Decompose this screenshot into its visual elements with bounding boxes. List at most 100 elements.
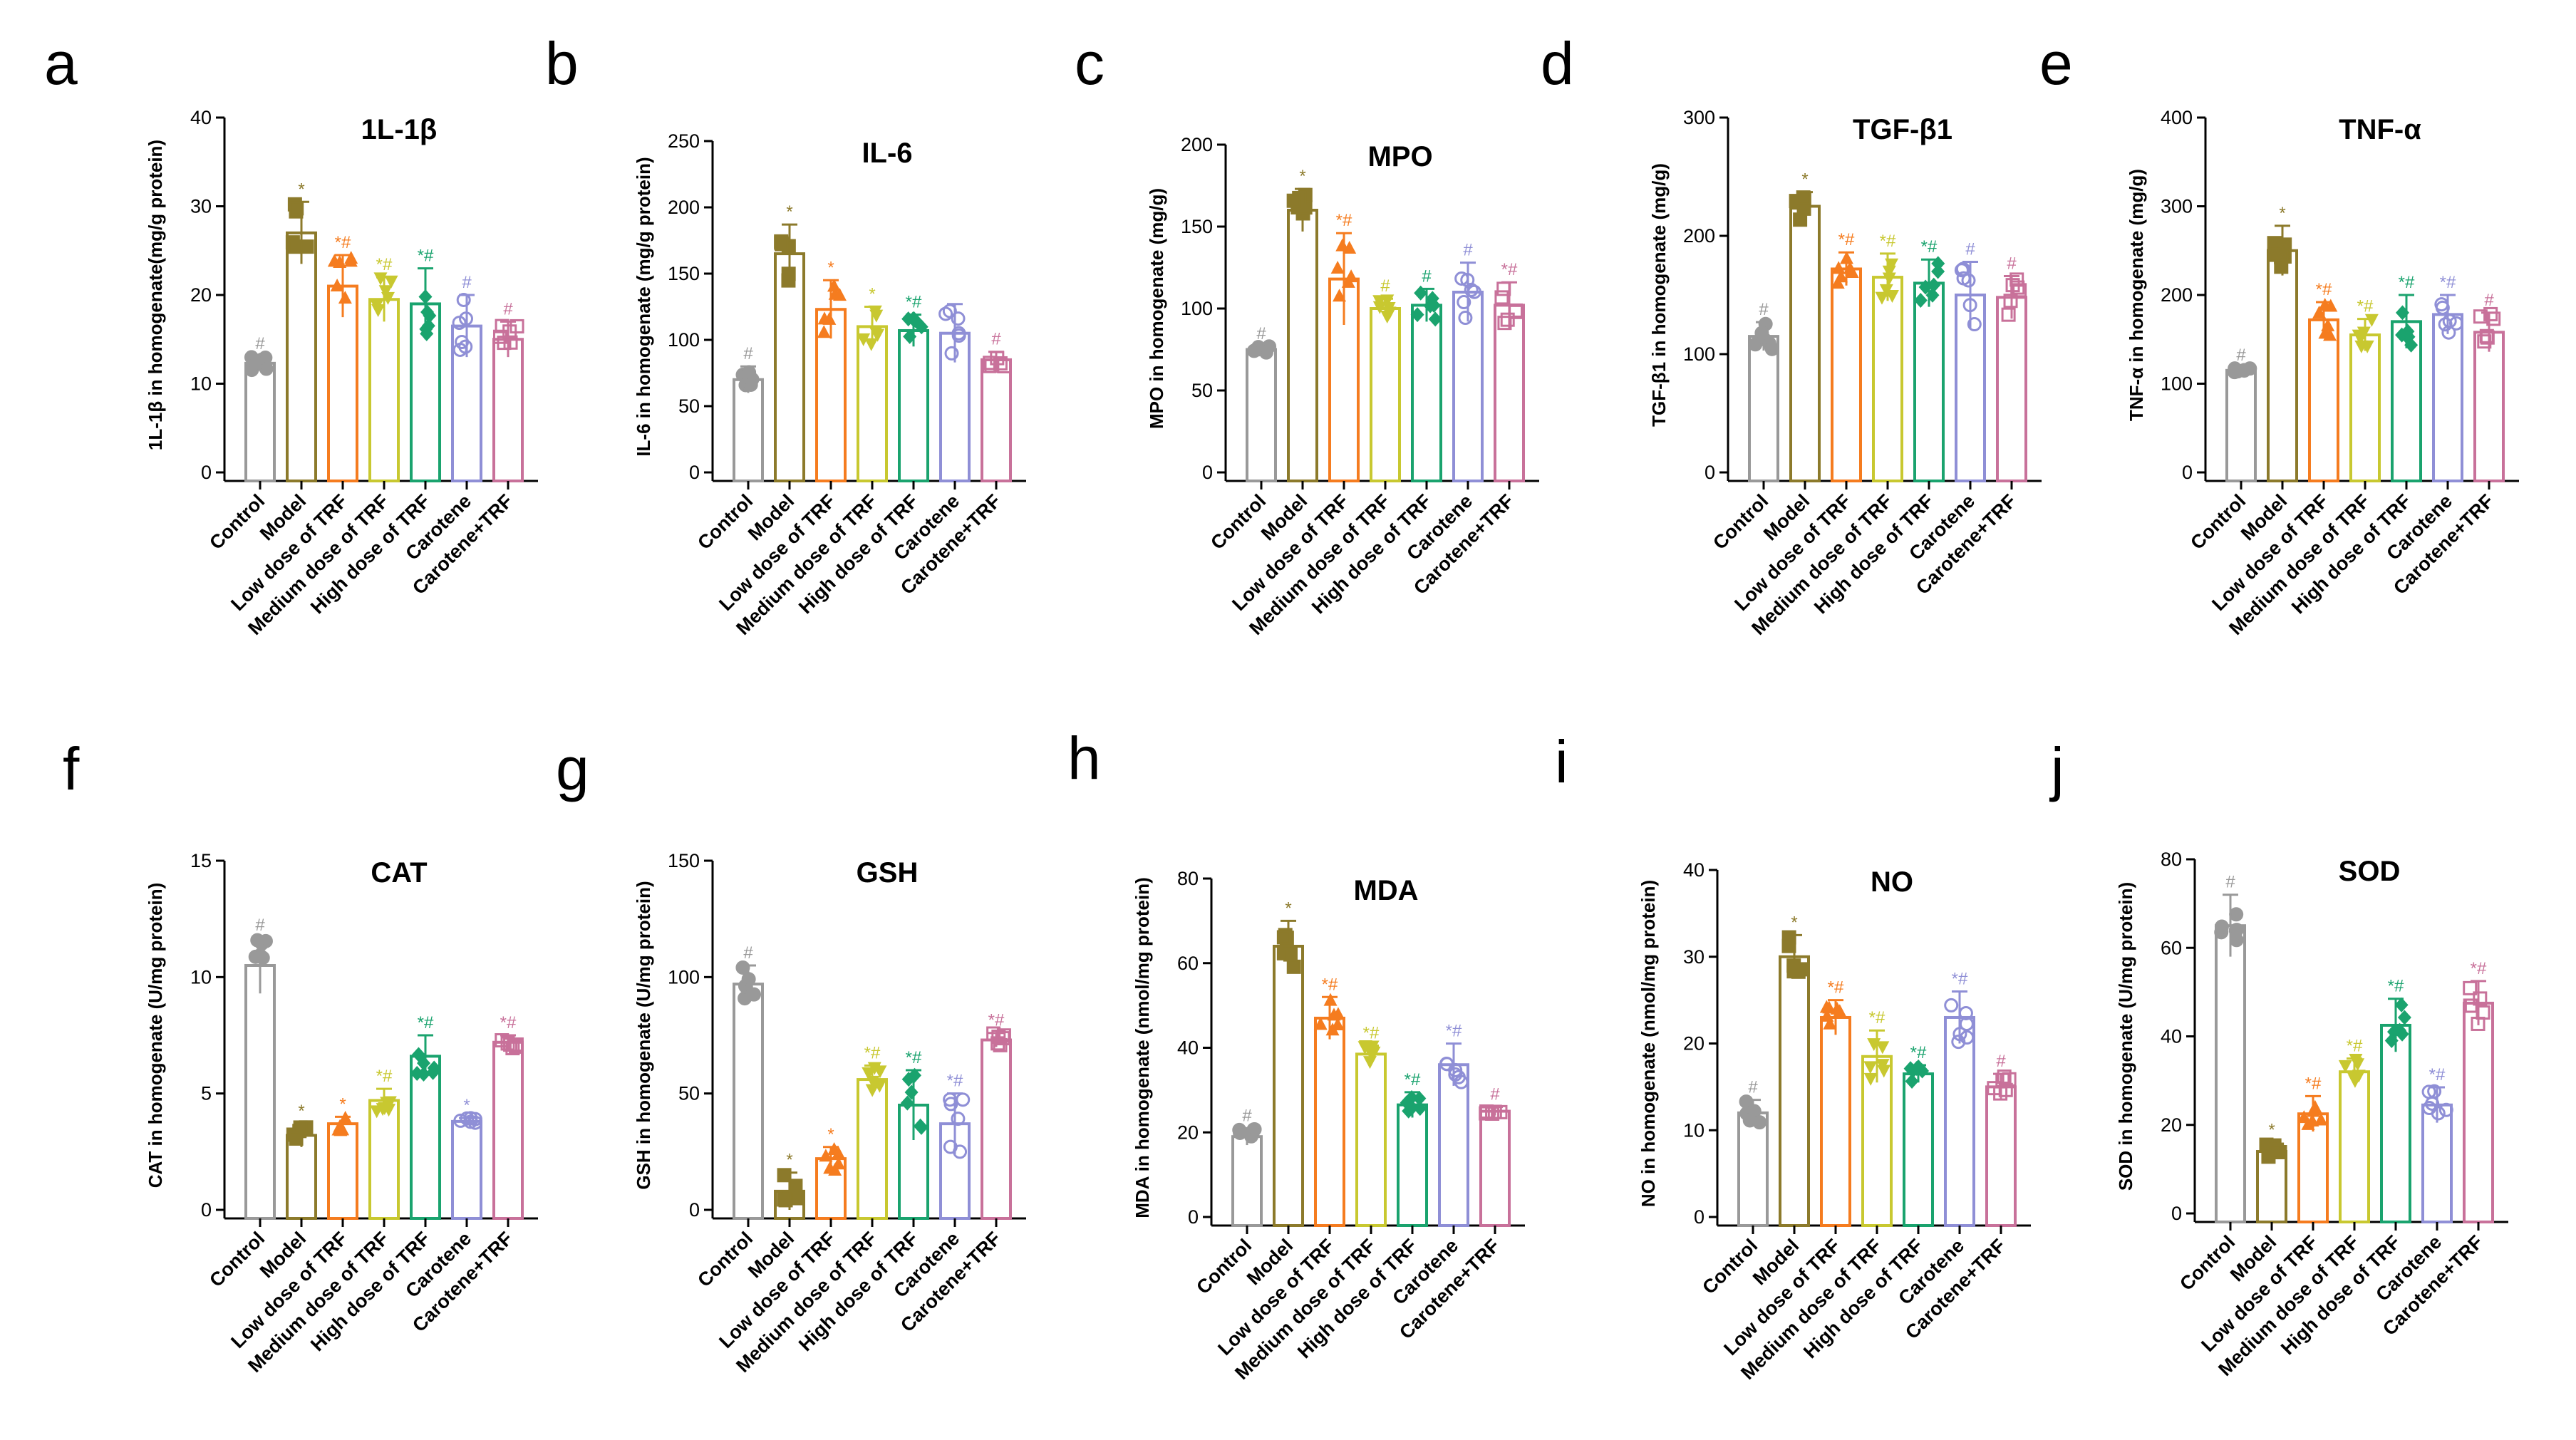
data-point: [2464, 998, 2479, 1013]
bar-low-dose-of-trf: [1831, 267, 1862, 482]
significance-label: *#: [500, 1013, 517, 1032]
data-point: [2480, 330, 2495, 345]
x-tick-label: Control: [205, 490, 269, 554]
data-point: [1286, 193, 1301, 208]
data-point: [944, 346, 959, 361]
bar-model: [1779, 955, 1810, 1227]
data-point: [1246, 343, 1261, 358]
data-point: [903, 328, 917, 344]
y-axis-label: 1L-1β in homogenate(mg/g protein): [145, 140, 166, 450]
data-point: [951, 311, 966, 326]
significance-label: *#: [2316, 280, 2332, 299]
y-axis-label: CAT in homogenate (U/mg protein): [145, 883, 166, 1188]
panel-letter: c: [1075, 30, 1105, 97]
data-point: [2401, 329, 2416, 345]
data-point: [862, 1067, 876, 1080]
y-tick-label: 0: [201, 1199, 212, 1221]
bar-carotene-trf: [1996, 296, 2027, 482]
data-point: [416, 1067, 430, 1082]
significance-label: *: [1801, 170, 1808, 190]
chart-panel-g: g GSH GSH in homogenate (U/mg protein) 0 50 1…: [556, 735, 1026, 1377]
y-tick-label: 100: [2161, 373, 2193, 395]
bar-high-dose-of-trf: [1913, 281, 1945, 482]
data-point: [901, 1072, 916, 1087]
y-tick-label: 40: [1683, 859, 1705, 881]
data-point: [418, 289, 433, 305]
data-point: [1276, 930, 1291, 945]
y-tick-label: 150: [668, 263, 700, 284]
bar-medium-dose-of-trf: [1355, 1052, 1387, 1227]
significance-label: *#: [1869, 1008, 1886, 1027]
y-tick-label: 40: [1177, 1037, 1199, 1059]
data-point: [865, 1084, 879, 1097]
bar-control: [733, 378, 764, 482]
panel-letter: d: [1541, 30, 1574, 97]
data-point: [2463, 980, 2478, 995]
data-point: [1364, 1047, 1378, 1061]
data-point: [1781, 938, 1796, 953]
chart-panel-a: a 1L-1β 1L-1β in homogenate(mg/g protein) 0…: [44, 30, 538, 639]
y-tick-label: 20: [190, 284, 212, 306]
x-tick-label: Control: [1709, 490, 1772, 554]
significance-label: *#: [376, 255, 393, 274]
bar-carotene: [1438, 1063, 1469, 1227]
y-tick-label: 40: [2161, 1026, 2182, 1047]
y-tick-label: 30: [1683, 946, 1705, 968]
y-tick-label: 0: [2171, 1203, 2182, 1224]
data-point: [1412, 1091, 1427, 1107]
data-point: [427, 1060, 441, 1076]
significance-label: *#: [1838, 230, 1855, 249]
data-point: [832, 288, 847, 301]
data-point: [774, 235, 789, 250]
data-point: [333, 1120, 347, 1134]
significance-label: #: [255, 334, 265, 353]
data-point: [1867, 1038, 1881, 1052]
data-point: [1509, 304, 1524, 319]
data-point: [777, 1168, 792, 1183]
data-point: [1341, 274, 1355, 288]
y-tick-label: 40: [190, 107, 212, 128]
data-point: [453, 1113, 468, 1128]
data-point: [1959, 1017, 1974, 1032]
data-point: [914, 1118, 928, 1134]
bar-model: [774, 252, 805, 482]
y-tick-label: 50: [678, 395, 700, 417]
data-point: [864, 338, 879, 351]
data-point: [1358, 1040, 1372, 1053]
chart-title: TGF-β1: [1853, 114, 1952, 145]
data-point: [873, 1065, 887, 1079]
y-tick-label: 300: [2161, 196, 2193, 217]
significance-label: *#: [1322, 975, 1338, 994]
y-tick-label: 0: [689, 1199, 700, 1221]
significance-label: *: [1285, 898, 1291, 918]
bar-control: [1748, 335, 1779, 482]
data-point: [1439, 1057, 1454, 1072]
significance-label: #: [1996, 1052, 2006, 1071]
data-point: [956, 1092, 971, 1107]
y-tick-label: 50: [678, 1083, 700, 1104]
bar-low-dose-of-trf: [1820, 1015, 1851, 1227]
data-point: [1905, 1073, 1919, 1089]
y-axis-label: TNF-α in homogenate (mg/g): [2126, 169, 2147, 421]
significance-label: #: [1380, 276, 1390, 296]
data-point: [500, 1036, 515, 1051]
y-tick-label: 100: [668, 329, 700, 351]
data-point: [1952, 1027, 1967, 1042]
data-point: [832, 1146, 846, 1159]
y-tick-label: 60: [2161, 937, 2182, 958]
data-point: [1962, 298, 1977, 313]
data-point: [827, 279, 841, 292]
data-point: [2229, 933, 2244, 948]
data-point: [1931, 264, 1945, 279]
data-point: [1739, 1094, 1754, 1109]
data-point: [258, 351, 273, 366]
y-axis-label: NO in homogenate (nmol/mg protein): [1638, 880, 1659, 1207]
data-point: [1500, 312, 1515, 327]
y-tick-label: 10: [190, 966, 212, 988]
significance-label: #: [1422, 266, 1432, 286]
bar-carotene-trf: [2473, 331, 2505, 483]
data-point: [1885, 289, 1899, 303]
data-point: [423, 308, 437, 323]
data-point: [1460, 272, 1475, 287]
significance-label: *: [2268, 1121, 2275, 1140]
